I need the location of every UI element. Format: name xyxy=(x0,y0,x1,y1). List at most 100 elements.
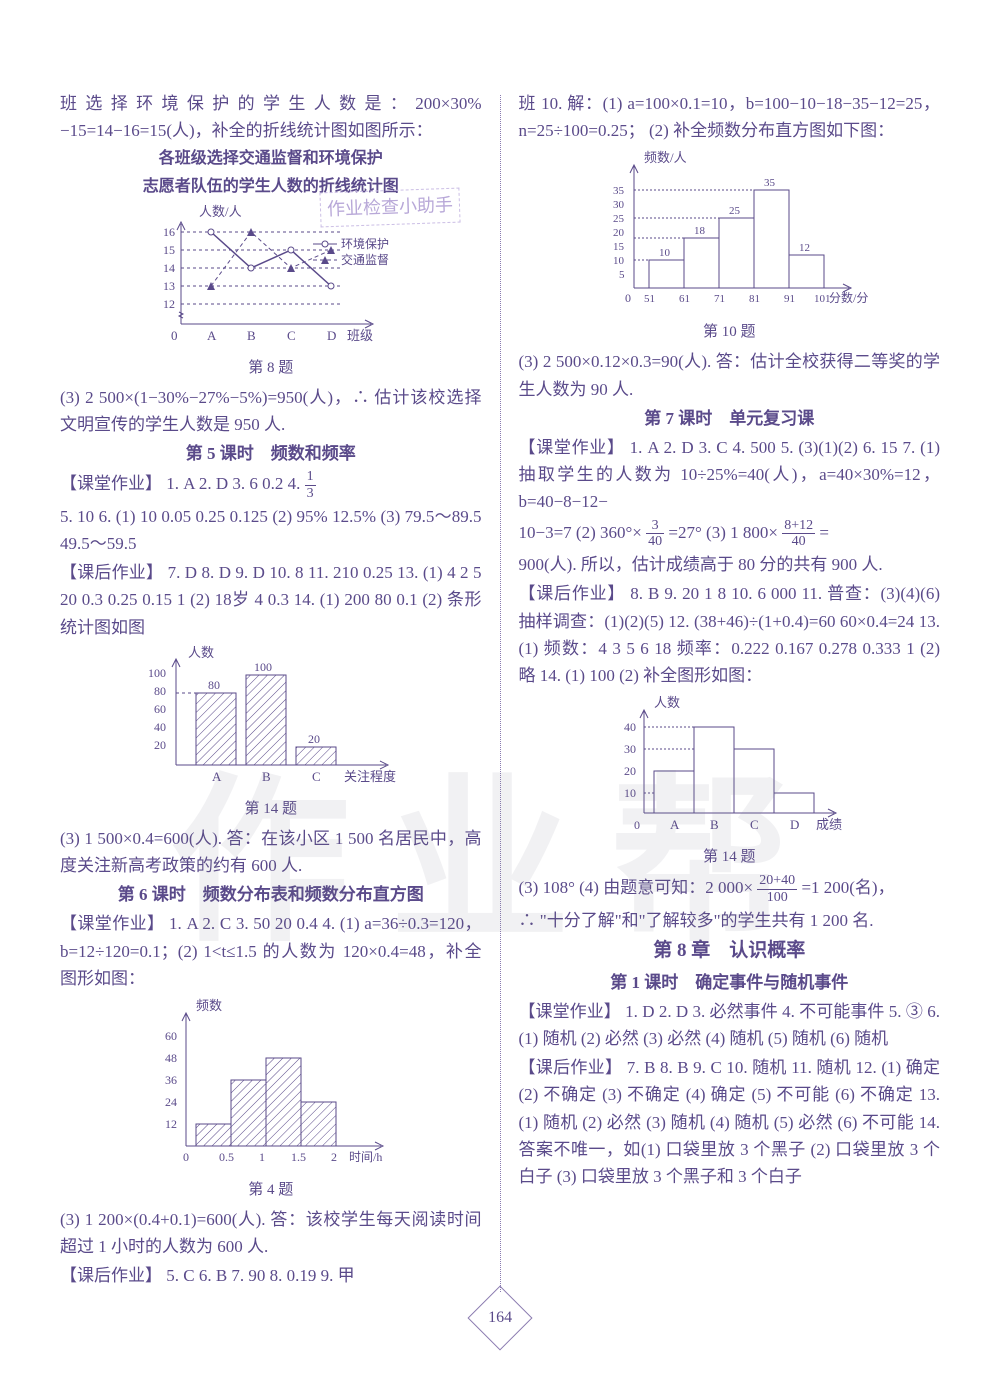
svg-text:40: 40 xyxy=(624,720,636,734)
text: 【课堂作业】 1. A 2. C 3. 50 20 0.4 4. (1) a=3… xyxy=(60,910,482,992)
lesson8-1-heading: 第 1 课时 确定事件与随机事件 xyxy=(519,969,941,996)
svg-text:环境保护: 环境保护 xyxy=(341,236,389,251)
svg-text:100: 100 xyxy=(254,660,272,674)
text: 【课堂作业】 1. A 2. D 3. 6 0.2 4. 13 xyxy=(60,469,482,501)
svg-text:60: 60 xyxy=(165,1029,177,1043)
svg-text:60: 60 xyxy=(154,702,166,716)
svg-text:24: 24 xyxy=(165,1095,177,1109)
page-number-badge: 164 xyxy=(467,1285,532,1350)
svg-text:成绩: 成绩 xyxy=(816,817,842,832)
chart1: 人数/人 12 13 14 15 16 xyxy=(60,204,482,354)
svg-text:80: 80 xyxy=(208,678,220,692)
svg-text:频数/人: 频数/人 xyxy=(644,150,687,165)
svg-text:100: 100 xyxy=(148,666,166,680)
lesson6-heading: 第 6 课时 频数分布表和频数分布直方图 xyxy=(60,881,482,908)
svg-text:10: 10 xyxy=(613,255,625,267)
lesson7-heading: 第 7 课时 单元复习课 xyxy=(519,405,941,432)
text: 5. 10 6. (1) 10 0.05 0.25 0.125 (2) 95% … xyxy=(60,503,482,557)
column-divider xyxy=(500,95,501,1292)
lesson5-heading: 第 5 课时 频数和频率 xyxy=(60,440,482,467)
svg-text:35: 35 xyxy=(764,177,776,189)
svg-text:10: 10 xyxy=(659,247,671,259)
text: 班 10. 解：(1) a=100×0.1=10，b=100−10−18−35−… xyxy=(519,90,941,144)
svg-text:12: 12 xyxy=(799,242,810,254)
caption: 第 10 题 xyxy=(519,320,941,344)
svg-text:交通监督: 交通监督 xyxy=(341,252,389,267)
text: ∴ "十分了解"和"了解较多"的学生共有 1 200 名. xyxy=(519,907,941,934)
text: (3) 1 500×0.4=600(人). 答：在该小区 1 500 名居民中，… xyxy=(60,825,482,879)
svg-text:91: 91 xyxy=(784,293,795,305)
svg-text:10: 10 xyxy=(624,786,636,800)
chart1-title: 各班级选择交通监督和环境保护 xyxy=(60,146,482,172)
svg-text:1.5: 1.5 xyxy=(291,1150,306,1164)
svg-text:C: C xyxy=(312,769,321,784)
text: (3) 108° (4) 由题意可知：2 000× 20+40100 =1 20… xyxy=(519,873,941,905)
svg-text:C: C xyxy=(750,817,759,832)
text: (3) 2 500×(1−30%−27%−5%)=950(人)，∴ 估计该校选择… xyxy=(60,384,482,438)
svg-text:1: 1 xyxy=(259,1150,265,1164)
svg-text:D: D xyxy=(327,328,336,343)
text: 班选择环境保护的学生人数是：200×30%−15=14−16=15(人)，补全的… xyxy=(60,90,482,144)
text: (3) 2 500×0.12×0.3=90(人). 答：估计全校获得二等奖的学生… xyxy=(519,348,941,402)
chart5: 人数 10 20 30 40 xyxy=(519,693,941,843)
svg-text:25: 25 xyxy=(613,213,625,225)
svg-text:D: D xyxy=(790,817,799,832)
svg-text:25: 25 xyxy=(729,205,741,217)
svg-text:20: 20 xyxy=(624,764,636,778)
svg-text:0: 0 xyxy=(171,328,178,343)
text: (3) 1 200×(0.4+0.1)=600(人). 答：该校学生每天阅读时间… xyxy=(60,1206,482,1260)
stamp: 作业检查小助手 xyxy=(319,188,460,228)
svg-text:分数/分: 分数/分 xyxy=(829,290,868,305)
svg-text:0: 0 xyxy=(625,291,631,305)
text: 【课后作业】 7. B 8. B 9. C 10. 随机 11. 随机 12. … xyxy=(519,1054,941,1190)
svg-text:关注程度: 关注程度 xyxy=(344,769,396,784)
svg-text:30: 30 xyxy=(613,199,625,211)
svg-text:30: 30 xyxy=(624,742,636,756)
svg-text:时间/h: 时间/h xyxy=(349,1150,382,1164)
svg-text:班级: 班级 xyxy=(347,328,373,343)
svg-text:81: 81 xyxy=(749,293,760,305)
svg-text:48: 48 xyxy=(165,1051,177,1065)
text: 【课后作业】 5. C 6. B 7. 90 8. 0.19 9. 甲 xyxy=(60,1262,482,1289)
svg-text:12: 12 xyxy=(163,297,175,311)
svg-text:人数: 人数 xyxy=(654,695,680,710)
svg-text:20: 20 xyxy=(308,732,320,746)
svg-text:40: 40 xyxy=(154,720,166,734)
svg-text:71: 71 xyxy=(714,293,725,305)
svg-text:0: 0 xyxy=(634,818,640,832)
svg-text:80: 80 xyxy=(154,684,166,698)
chart2: 人数 20 40 60 80 100 80 100 2 xyxy=(60,645,482,795)
ylabel: 人数/人 xyxy=(199,204,242,219)
svg-text:20: 20 xyxy=(154,738,166,752)
caption: 第 4 题 xyxy=(60,1178,482,1202)
caption: 第 14 题 xyxy=(60,797,482,821)
svg-text:C: C xyxy=(287,328,296,343)
chart3: 频数 12 24 36 48 60 0 0. xyxy=(60,996,482,1176)
text: 【课堂作业】 1. A 2. D 3. C 4. 500 5. (3)(1)(2… xyxy=(519,434,941,516)
svg-text:13: 13 xyxy=(163,279,175,293)
text: 【课后作业】 8. B 9. 20 1 8 10. 6 000 11. 普查：(… xyxy=(519,580,941,689)
svg-text:B: B xyxy=(262,769,271,784)
chart4: 频数/人 5 10 15 20 25 30 35 xyxy=(519,148,941,318)
svg-text:16: 16 xyxy=(163,225,175,239)
caption: 第 14 题 xyxy=(519,845,941,869)
svg-text:20: 20 xyxy=(613,227,625,239)
svg-text:18: 18 xyxy=(694,225,706,237)
svg-text:35: 35 xyxy=(613,185,625,197)
svg-text:A: A xyxy=(212,769,222,784)
svg-text:A: A xyxy=(207,328,217,343)
chapter8-heading: 第 8 章 认识概率 xyxy=(519,936,941,966)
svg-text:频数: 频数 xyxy=(196,998,222,1013)
right-column: 班 10. 解：(1) a=100×0.1=10，b=100−10−18−35−… xyxy=(519,90,941,1292)
svg-text:0.5: 0.5 xyxy=(219,1150,234,1164)
svg-text:12: 12 xyxy=(165,1117,177,1131)
svg-text:B: B xyxy=(710,817,719,832)
svg-text:2: 2 xyxy=(331,1150,337,1164)
svg-text:14: 14 xyxy=(163,261,175,275)
text: 10−3=7 (2) 360°× 340 =27° (3) 1 800× 8+1… xyxy=(519,518,941,550)
svg-text:人数: 人数 xyxy=(188,645,214,660)
left-column: 班选择环境保护的学生人数是：200×30%−15=14−16=15(人)，补全的… xyxy=(60,90,482,1292)
text: 【课堂作业】 1. D 2. D 3. 必然事件 4. 不可能事件 5. ③ 6… xyxy=(519,998,941,1052)
svg-text:36: 36 xyxy=(165,1073,177,1087)
svg-text:0: 0 xyxy=(183,1150,189,1164)
